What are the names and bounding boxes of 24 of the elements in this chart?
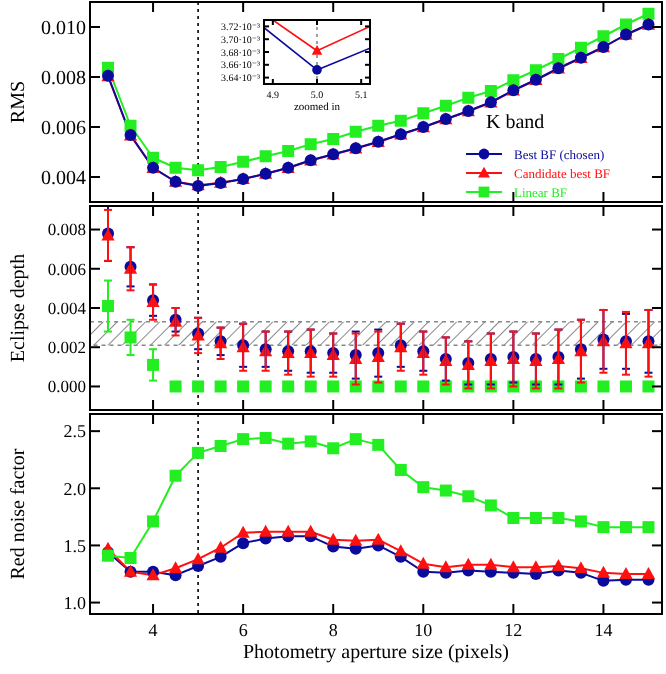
y-tick-label: 0.008 — [41, 68, 86, 90]
x-tick-label: 12 — [504, 620, 523, 640]
y-tick-label: 0.010 — [41, 18, 86, 40]
x-tick-label: 10 — [414, 620, 434, 640]
x-tick-label: 14 — [594, 620, 614, 640]
legend-title: K band — [486, 112, 545, 134]
y-tick-label: 2.0 — [63, 478, 87, 499]
y-tick-label: 1.0 — [63, 592, 87, 613]
y-tick-label: 0.004 — [47, 297, 88, 318]
x-tick-label: 4 — [148, 620, 159, 640]
y-tick-label: 0.008 — [47, 219, 86, 240]
y-axis-title: Red noise factor — [8, 447, 30, 580]
y-axis-title: Eclipse depth — [8, 253, 30, 363]
y-tick-label: 2.5 — [63, 421, 87, 442]
y-tick-label: 0.004 — [41, 168, 86, 190]
y-tick-label: 0.006 — [41, 118, 86, 140]
y-tick-label: 0.000 — [47, 376, 86, 397]
x-axis-title: Photometry aperture size (pixels) — [242, 642, 510, 664]
y-tick-label: 0.002 — [47, 337, 86, 358]
y-tick-label: 1.5 — [63, 535, 87, 556]
x-tick-label: 8 — [328, 620, 339, 640]
x-tick-label: 6 — [238, 620, 249, 640]
y-tick-label: 0.006 — [47, 258, 86, 279]
y-axis-title: RMS — [8, 80, 30, 124]
